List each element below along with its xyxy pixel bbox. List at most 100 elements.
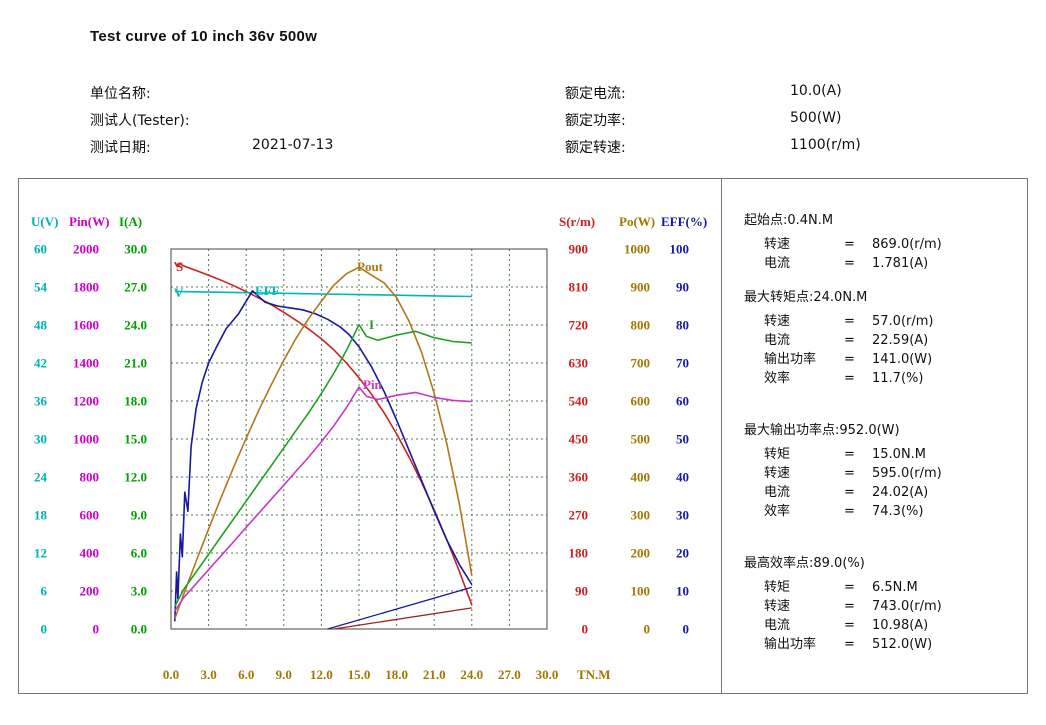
curve-speed-ramp <box>333 607 472 630</box>
axis-tick-label: 27.0 <box>124 280 147 295</box>
result-label: 转速 <box>764 237 791 252</box>
axis-tick-label: 70 <box>676 356 689 371</box>
result-row: 转速 = 57.0(r/m) <box>744 312 1021 331</box>
equals-sign: = <box>844 256 855 271</box>
x-tick-label: 3.0 <box>200 667 216 682</box>
curve-pout <box>174 266 473 619</box>
axis-tick-label: 0 <box>683 622 690 637</box>
x-tick-label: 18.0 <box>385 667 408 682</box>
result-row: 转矩 = 15.0N.M <box>744 445 1021 464</box>
result-value: 15.0N.M <box>872 447 927 462</box>
axis-tick-label: 24 <box>34 470 48 485</box>
axis-tick-label: 18.0 <box>124 394 147 409</box>
equals-sign: = <box>844 466 855 481</box>
axis-tick-label: 54 <box>34 280 48 295</box>
axis-tick-label: 15.0 <box>124 432 147 447</box>
curve-name-label: Pin <box>363 377 383 392</box>
result-label: 输出功率 <box>764 352 817 367</box>
axis-tick-label: 9.0 <box>131 508 147 523</box>
info-row: 测试日期: 2021-07-13 额定转速: 1100(r/m) <box>0 137 1046 157</box>
equals-sign: = <box>844 618 855 633</box>
result-row: 转速 = 595.0(r/m) <box>744 464 1021 483</box>
axis-tick-label: 400 <box>631 470 651 485</box>
result-row: 输出功率 = 512.0(W) <box>744 635 1021 654</box>
axis-tick-label: 30 <box>676 508 689 523</box>
axis-tick-label: 900 <box>631 280 651 295</box>
axis-tick-label: 100 <box>670 242 690 257</box>
result-label: 电流 <box>764 256 791 271</box>
result-label: 电流 <box>764 485 791 500</box>
axis-tick-label: 0.0 <box>131 622 147 637</box>
result-row: 电流 = 24.02(A) <box>744 483 1021 502</box>
equals-sign: = <box>844 237 855 252</box>
result-value: 6.5N.M <box>872 580 918 595</box>
curve-eff-ramp <box>327 586 472 630</box>
info-row: 单位名称: 额定电流: 10.0(A) <box>0 83 1046 103</box>
result-value: 24.02(A) <box>872 485 929 500</box>
result-section: 起始点:0.4N.M 转速 = 869.0(r/m) 电流 = 1.781(A) <box>744 211 1021 273</box>
curve-name-label: S <box>176 259 183 274</box>
axis-tick-label: 1800 <box>73 280 99 295</box>
result-value: 11.7(%) <box>872 371 924 386</box>
result-label: 效率 <box>764 371 791 386</box>
x-tick-label: 24.0 <box>460 667 483 682</box>
result-value: 512.0(W) <box>872 637 933 652</box>
test-date-label: 测试日期: <box>90 140 151 156</box>
result-row: 转速 = 869.0(r/m) <box>744 235 1021 254</box>
rated-speed-value: 1100(r/m) <box>790 137 861 153</box>
axis-tick-label: 600 <box>80 508 100 523</box>
equals-sign: = <box>844 447 855 462</box>
axis-tick-label: 3.0 <box>131 584 147 599</box>
info-row: 测试人(Tester): 额定功率: 500(W) <box>0 110 1046 130</box>
x-tick-label: 12.0 <box>310 667 333 682</box>
curve-name-label: Pout <box>357 259 384 274</box>
result-value: 869.0(r/m) <box>872 237 942 252</box>
axis-tick-label: 12 <box>34 546 47 561</box>
axis-tick-label: 1000 <box>624 242 650 257</box>
axis-tick-label: 42 <box>34 356 47 371</box>
result-row: 转速 = 743.0(r/m) <box>744 597 1021 616</box>
axis-tick-label: 100 <box>631 584 651 599</box>
axis-tick-label: 700 <box>631 356 651 371</box>
result-row: 电流 = 22.59(A) <box>744 331 1021 350</box>
axis-title: I(A) <box>119 214 142 229</box>
axis-tick-label: 450 <box>569 432 589 447</box>
axis-tick-label: 40 <box>676 470 689 485</box>
result-section-title: 最高效率点:89.0(%) <box>744 556 865 571</box>
axis-tick-label: 30.0 <box>124 242 147 257</box>
axis-title: EFF(%) <box>661 214 707 229</box>
rated-power-value: 500(W) <box>790 110 842 126</box>
result-label: 转速 <box>764 314 791 329</box>
axis-tick-label: 6 <box>41 584 48 599</box>
result-label: 转矩 <box>764 447 791 462</box>
equals-sign: = <box>844 333 855 348</box>
equals-sign: = <box>844 371 855 386</box>
result-label: 转矩 <box>764 580 791 595</box>
equals-sign: = <box>844 637 855 652</box>
result-label: 效率 <box>764 504 791 519</box>
axis-tick-label: 200 <box>631 546 651 561</box>
axis-tick-label: 180 <box>569 546 589 561</box>
axis-tick-label: 80 <box>676 318 689 333</box>
plot-border <box>170 248 548 630</box>
axis-tick-label: 21.0 <box>124 356 147 371</box>
axis-tick-label: 48 <box>34 318 48 333</box>
curve-s <box>174 261 473 606</box>
axis-tick-label: 20 <box>676 546 689 561</box>
x-tick-label: 21.0 <box>423 667 446 682</box>
axis-tick-label: 810 <box>569 280 589 295</box>
axis-title: U(V) <box>31 214 58 229</box>
axis-tick-label: 12.0 <box>124 470 147 485</box>
x-tick-label: 0.0 <box>163 667 179 682</box>
x-tick-label: 27.0 <box>498 667 521 682</box>
x-tick-label: 6.0 <box>238 667 254 682</box>
result-row: 转矩 = 6.5N.M <box>744 578 1021 597</box>
axis-tick-label: 0 <box>644 622 651 637</box>
axis-tick-label: 1200 <box>73 394 99 409</box>
test-date-value: 2021-07-13 <box>252 137 334 153</box>
result-value: 595.0(r/m) <box>872 466 942 481</box>
equals-sign: = <box>844 485 855 500</box>
axis-tick-label: 1000 <box>73 432 99 447</box>
unit-name-label: 单位名称: <box>90 86 151 102</box>
axis-tick-label: 600 <box>631 394 651 409</box>
